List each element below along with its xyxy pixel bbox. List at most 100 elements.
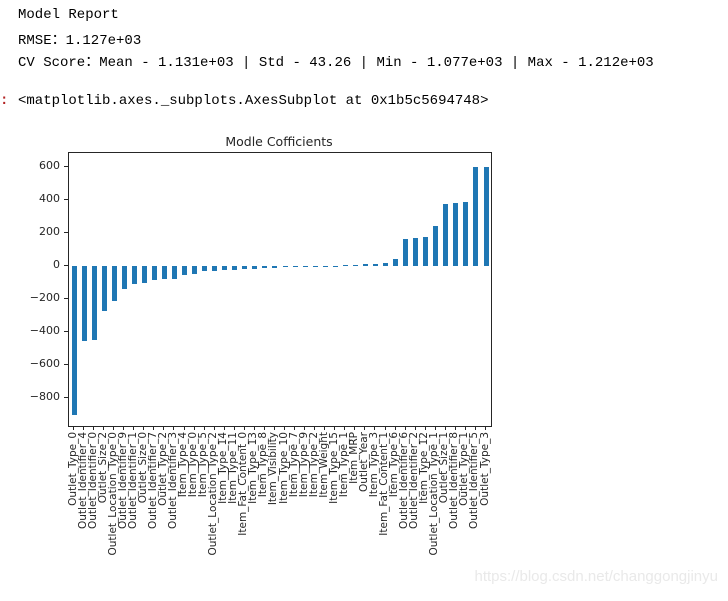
x-tick-mark [424,427,426,430]
x-tick-mark [153,427,155,430]
axes-subplot-repr: <matplotlib.axes._subplots.AxesSubplot a… [18,93,489,109]
x-tick-mark [133,427,135,430]
x-tick-mark [324,427,326,430]
chart-title: Modle Cofficients [225,134,333,149]
y-tick-mark [64,397,68,398]
coefficient-bar [242,266,248,270]
coefficient-bar [71,266,77,415]
x-tick-mark [203,427,205,430]
coefficient-bar [182,266,188,275]
y-tick-label: 400 [39,192,60,205]
x-tick-mark [233,427,235,430]
coefficient-bar [101,266,107,311]
coefficient-bar [362,264,368,266]
x-tick-mark [444,427,446,430]
coefficient-bar [292,266,298,267]
rmse-value-line: RMSE：1.127e+03 [18,33,142,49]
x-tick-mark [414,427,416,430]
x-tick-mark [294,427,296,430]
coefficient-bar [161,266,167,280]
x-tick-mark [364,427,366,430]
y-tick-label: 600 [39,159,60,172]
coefficient-bar [393,258,399,266]
x-tick-mark [253,427,255,430]
coefficient-bar [473,167,479,266]
x-tick-mark [123,427,125,430]
x-tick-mark [314,427,316,430]
x-tick-label: Outlet_Type_3 [478,432,491,506]
x-tick-mark [334,427,336,430]
x-tick-mark [404,427,406,430]
x-tick-mark [485,427,486,430]
x-tick-mark [273,427,275,430]
out-prompt-colon: : [0,93,9,109]
y-tick-mark [64,331,68,332]
coefficient-bar [272,266,278,268]
x-tick-mark [454,427,456,430]
x-tick-mark [173,427,175,430]
x-tick-mark [434,427,436,430]
y-tick-label: −600 [29,357,60,370]
coefficient-bar [121,266,127,290]
y-tick-mark [64,265,68,266]
coefficient-bar [91,266,97,340]
coefficient-bar [463,201,469,266]
x-tick-mark [394,427,396,430]
matplotlib-figure: Modle Cofficients Outlet_Type_0 Outlet_Id… [0,130,520,595]
coefficient-bar [232,266,238,270]
coefficient-bar [413,237,419,266]
x-tick-mark [284,427,286,430]
coefficient-bar [433,225,439,266]
x-tick-mark [163,427,165,430]
y-tick-mark [64,364,68,365]
x-tick-mark [354,427,356,430]
x-tick-mark [73,427,74,430]
x-tick-mark [183,427,185,430]
cv-score-line: CV Score：Mean - 1.131e+03 | Std - 43.26 … [18,55,654,71]
x-tick-mark [93,427,95,430]
x-tick-mark [223,427,225,430]
coefficient-bar [262,266,268,269]
plot-area [68,152,492,427]
y-tick-label: 200 [39,225,60,238]
model-report-heading: Model Report [18,7,119,23]
coefficient-bar [81,266,87,342]
x-tick-mark [83,427,85,430]
coefficient-bar [423,236,429,266]
coefficient-bar [171,266,177,280]
x-tick-mark [103,427,105,430]
y-tick-label: 0 [53,258,60,271]
coefficient-bar [252,266,258,269]
coefficient-bar [483,167,489,266]
coefficient-bar [222,266,228,271]
y-tick-mark [64,166,68,167]
coefficient-bar [131,266,137,284]
y-tick-label: −800 [29,390,60,403]
x-tick-mark [474,427,476,430]
coefficient-bar [403,238,409,266]
coefficient-bar [212,266,218,271]
x-tick-mark [464,427,466,430]
x-tick-mark [243,427,245,430]
x-tick-mark [344,427,346,430]
x-tick-mark [384,427,386,430]
coefficient-bar [342,265,348,266]
x-tick-mark [213,427,215,430]
coefficient-bar [141,266,147,284]
coefficient-bar [352,264,358,266]
coefficient-bar [282,266,288,268]
coefficient-bar [202,266,208,272]
x-tick-mark [304,427,306,430]
y-tick-mark [64,199,68,200]
x-tick-mark [113,427,115,430]
coefficient-bar [151,266,157,280]
coefficient-bar [453,203,459,266]
coefficient-bar [443,203,449,266]
coefficient-bar [383,263,388,266]
y-tick-mark [64,232,68,233]
y-tick-mark [64,298,68,299]
watermark-url: https://blog.csdn.net/changgongjinyu [474,568,718,585]
x-tick-mark [143,427,145,430]
coefficient-bar [372,263,378,266]
x-tick-mark [193,427,195,430]
